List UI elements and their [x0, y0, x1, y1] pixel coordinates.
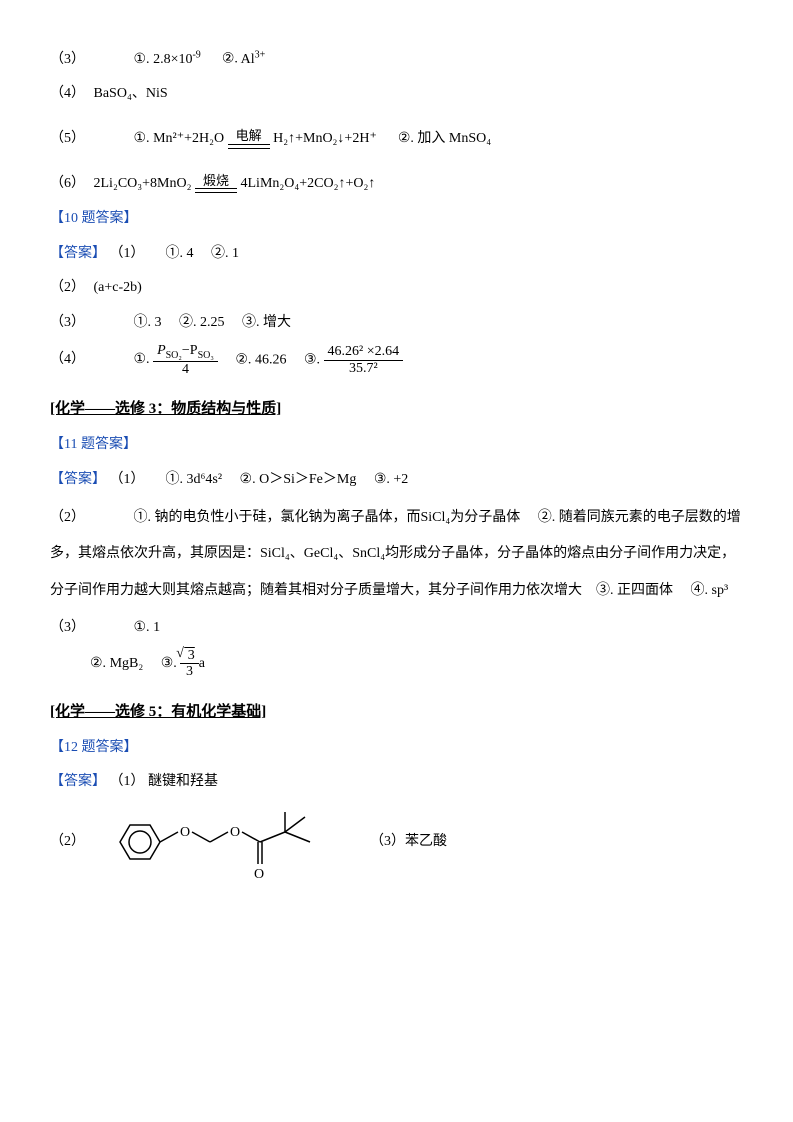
part-2-num: ②. — [538, 510, 556, 525]
part-2-value: 46.26 — [255, 352, 287, 367]
item-number: （3） — [50, 613, 90, 644]
part-3-num: ③. — [374, 472, 390, 487]
part-1-num: ①. — [134, 352, 150, 367]
svg-text:O: O — [254, 867, 264, 882]
part-1-value: 3d⁶4s² — [187, 472, 223, 487]
part-4-num: ④. — [691, 583, 709, 598]
part-2-num: ②. — [240, 472, 256, 487]
answer-12-1: 【答案】 （1） 醚键和羟基 — [50, 767, 743, 798]
equation-left: 2Li₂CO₃+8MnO₂ — [94, 176, 192, 191]
item-number: （2） — [50, 273, 90, 304]
part-1-num: ①. — [134, 315, 152, 330]
answer-10-3: （3） ①. 3 ②. 2.25 ③. 增大 — [50, 308, 743, 339]
item-number: （2） — [50, 827, 90, 858]
chemical-structure: O O O — [100, 802, 360, 882]
part-1-value: 3 — [155, 315, 162, 330]
formula-sncl4: SnCl₄ — [352, 546, 385, 561]
item-number-3: （3） — [370, 827, 405, 858]
part-1-text-b: 为分子晶体 — [450, 510, 520, 525]
question-10-header: 【10 题答案】 — [50, 204, 743, 235]
answer-10-4: （4） ①. PSO₂−PSO₃ 4 ②. 46.26 ③. 46.26² ×2… — [50, 343, 743, 377]
answer-4: （4） BaSO₄、NiS — [50, 79, 743, 110]
answer-label: 【答案】 — [50, 472, 106, 487]
svg-text:O: O — [230, 825, 240, 840]
answer-text: BaSO₄、NiS — [94, 86, 168, 101]
part-2-num: ②. — [211, 246, 229, 261]
part-1-num: ①. — [134, 510, 152, 525]
item-number: （4） — [50, 79, 90, 110]
item-number: （2） — [50, 500, 90, 536]
equation-right: 4LiMn₂O₄+2CO₂↑+O₂↑ — [241, 176, 376, 191]
part-1-num: ①. — [134, 620, 150, 635]
item-number: （3） — [50, 308, 90, 339]
part-1-num: ①. — [166, 246, 184, 261]
answer-text: 醚键和羟基 — [148, 774, 218, 789]
item-number: （5） — [50, 124, 90, 155]
part-1-text-a: 钠的电负性小于硅，氯化钠为离子晶体，而 — [155, 510, 421, 525]
part-1-value: 4 — [187, 246, 194, 261]
equation-condition: 煅烧 — [195, 174, 237, 193]
answer-11-3b: ②. MgB₂ ③. 3√ 3 a — [50, 648, 743, 680]
frac-after: a — [199, 656, 205, 671]
fraction-3: 3√ 3 — [180, 648, 199, 680]
part-3-num: ③. — [596, 583, 614, 598]
item-number: （3） — [50, 45, 90, 76]
part-2-num: ②. — [179, 315, 197, 330]
section-title-3: [化学——选修 3：物质结构与性质] — [50, 393, 743, 426]
equation-condition: 电解 — [228, 129, 270, 148]
part-1-num: ①. — [134, 131, 150, 146]
part-3-value: +2 — [393, 472, 408, 487]
equation-left: Mn²⁺+2H₂O — [153, 131, 224, 146]
part-4-value: sp³ — [712, 583, 729, 598]
answer-12-2: （2） O O O （3） 苯乙酸 — [50, 802, 743, 882]
part-2-num: ②. — [222, 52, 238, 67]
part-1-num: ①. — [166, 472, 184, 487]
part-2-value: O＞Si＞Fe＞Mg — [259, 472, 356, 487]
answer-6: （6） 2Li₂CO₃+8MnO₂ 煅烧 4LiMn₂O₄+2CO₂↑+O₂↑ — [50, 169, 743, 200]
answer-10-1: 【答案】 （1） ①. 4 ②. 1 — [50, 239, 743, 270]
answer-11-2: （2） ①. 钠的电负性小于硅，氯化钠为离子晶体，而SiCl₄为分子晶体 ②. … — [50, 500, 743, 609]
item-number: （4） — [50, 345, 90, 376]
part-3-value: 增大 — [263, 315, 291, 330]
fraction-2: 46.26² ×2.64 35.7² — [324, 344, 404, 376]
item-number: （1） — [110, 774, 145, 789]
part-3-num: ③. — [242, 315, 260, 330]
fraction-1: PSO₂−PSO₃ 4 — [153, 343, 218, 377]
question-11-header: 【11 题答案】 — [50, 430, 743, 461]
answer-label: 【答案】 — [50, 246, 106, 261]
part-2-value: MgB₂ — [110, 656, 144, 671]
part-2-value: 1 — [232, 246, 239, 261]
answer-label: 【答案】 — [50, 774, 106, 789]
formula-sicl4-b: SiCl₄ — [260, 546, 290, 561]
part-1-num: ①. — [134, 52, 150, 67]
question-12-header: 【12 题答案】 — [50, 733, 743, 764]
section-title-5: [化学——选修 5：有机化学基础] — [50, 696, 743, 729]
part-2-num: ②. — [398, 131, 414, 146]
answer-11-3a: （3） ①. 1 — [50, 613, 743, 644]
part-2-num: ②. — [90, 656, 106, 671]
item-number: （1） — [110, 472, 145, 487]
equation-right: H₂↑+MnO₂↓+2H⁺ — [273, 131, 377, 146]
svg-text:O: O — [180, 825, 190, 840]
answer-3: （3） ①. 2.8×10-9 ②. Al3+ — [50, 44, 743, 75]
formula-sicl4: SiCl₄ — [421, 510, 451, 525]
part-2-value: 2.25 — [200, 315, 225, 330]
answer-text-3: 苯乙酸 — [405, 827, 447, 858]
part-2-value: Al3+ — [241, 52, 266, 67]
item-number: （1） — [110, 246, 145, 261]
answer-5: （5） ①. Mn²⁺+2H₂O 电解 H₂↑+MnO₂↓+2H⁺ ②. 加入 … — [50, 124, 743, 155]
part-2-text: 加入 MnSO₄ — [417, 131, 491, 146]
part-1-value: 2.8×10-9 — [153, 52, 201, 67]
part-1-value: 1 — [153, 620, 160, 635]
part-2-num: ②. — [235, 352, 251, 367]
answer-10-2: （2） (a+c-2b) — [50, 273, 743, 304]
answer-11-1: 【答案】 （1） ①. 3d⁶4s² ②. O＞Si＞Fe＞Mg ③. +2 — [50, 465, 743, 496]
part-3-num: ③. — [304, 352, 320, 367]
answer-text: (a+c-2b) — [94, 280, 142, 295]
formula-gecl4: GeCl₄ — [304, 546, 338, 561]
part-3-value: 正四面体 — [617, 583, 673, 598]
item-number: （6） — [50, 169, 90, 200]
part-3-num: ③. — [161, 656, 177, 671]
